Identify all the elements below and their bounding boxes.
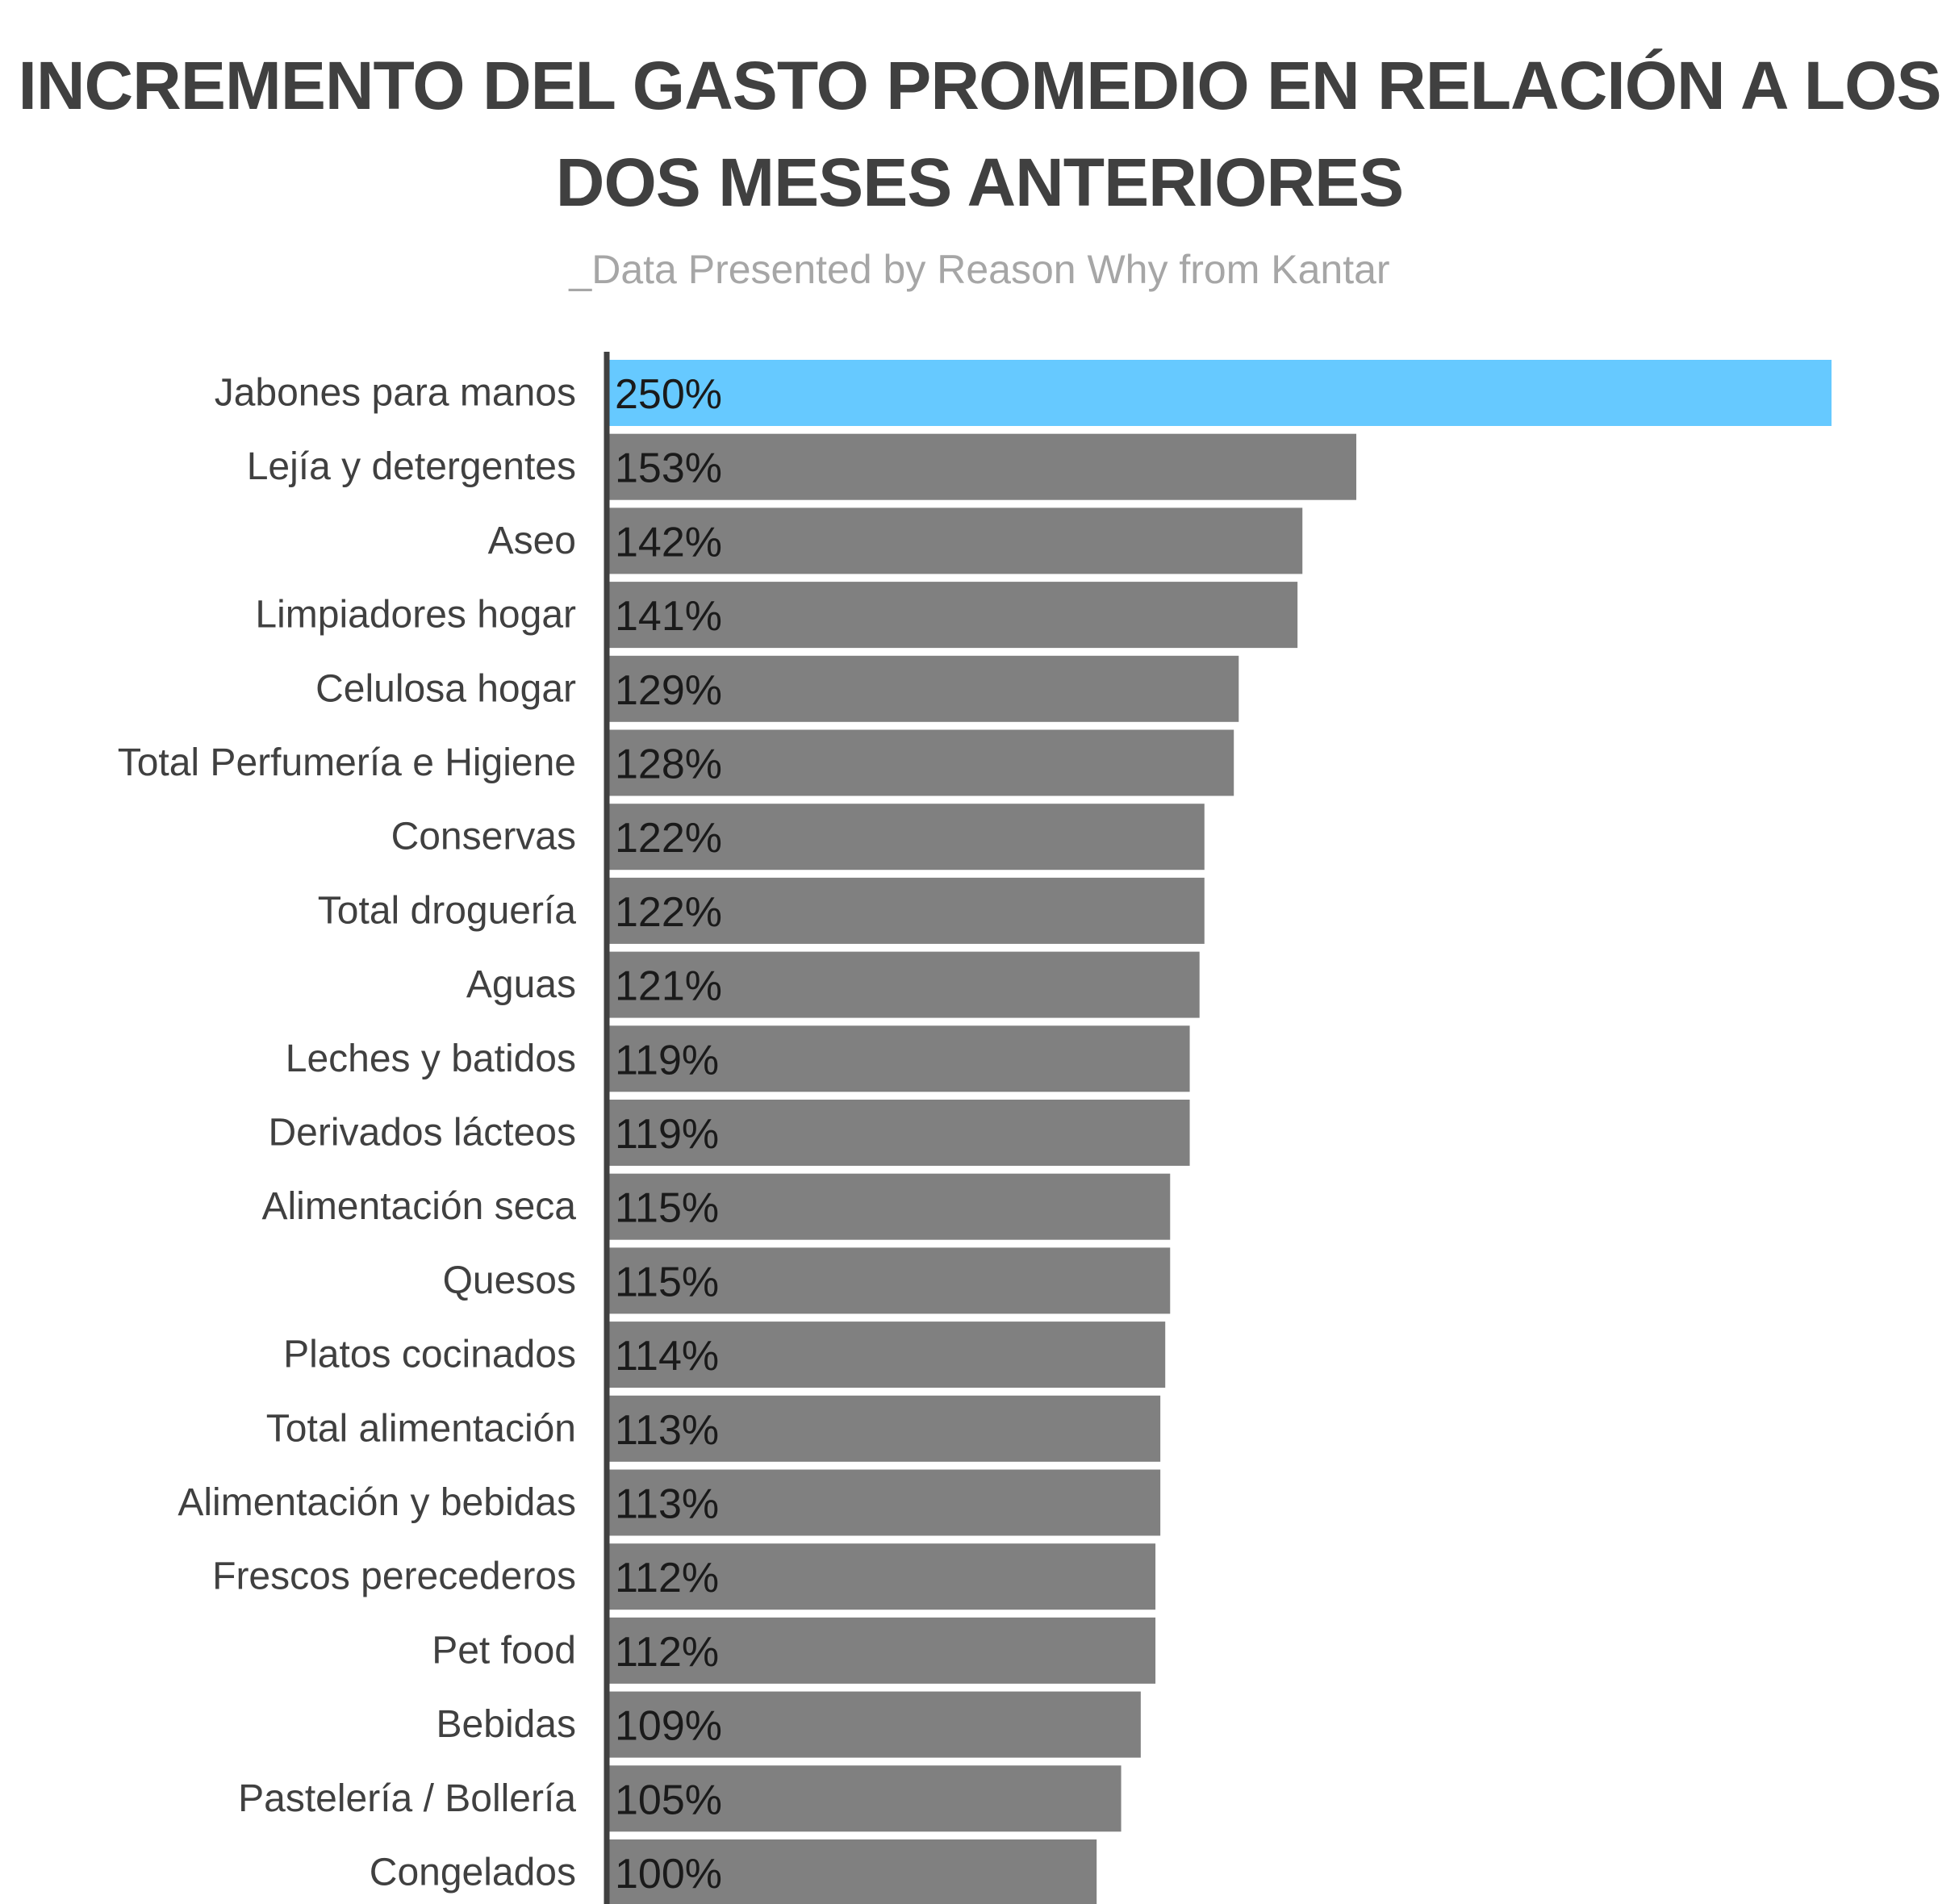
value-label-3: 141% bbox=[615, 593, 722, 640]
category-label-8: Aguas bbox=[466, 963, 576, 1006]
value-label-15: 113% bbox=[615, 1481, 719, 1528]
category-label-12: Quesos bbox=[443, 1259, 576, 1302]
bar-7 bbox=[607, 877, 1205, 944]
bar-2 bbox=[607, 507, 1303, 574]
bar-8 bbox=[607, 951, 1200, 1018]
category-labels-group: Jabones para manos Lejía y detergentes Ase… bbox=[118, 372, 577, 1894]
value-label-20: 100% bbox=[615, 1851, 722, 1898]
bar-4 bbox=[607, 655, 1239, 722]
bar-12 bbox=[607, 1247, 1171, 1314]
value-label-10: 119% bbox=[615, 1111, 719, 1158]
category-label-13: Platos cocinados bbox=[283, 1334, 576, 1376]
value-label-13: 114% bbox=[615, 1333, 719, 1380]
bar-9 bbox=[607, 1025, 1190, 1092]
category-label-0: Jabones para manos bbox=[215, 372, 576, 415]
value-label-4: 129% bbox=[615, 667, 722, 714]
bar-1 bbox=[607, 433, 1357, 500]
category-label-5: Total Perfumería e Higiene bbox=[118, 741, 576, 784]
bar-13 bbox=[607, 1322, 1166, 1388]
category-label-19: Pastelería / Bollería bbox=[238, 1777, 576, 1820]
bar-20 bbox=[607, 1839, 1097, 1904]
value-label-14: 113% bbox=[615, 1407, 719, 1454]
value-label-5: 128% bbox=[615, 741, 722, 788]
category-label-9: Leches y batidos bbox=[286, 1038, 576, 1080]
chart-title-line-1: INCREMENTO DEL GASTO PROMEDIO EN RELACIÓ… bbox=[18, 48, 1942, 123]
category-label-6: Conservas bbox=[391, 816, 576, 858]
category-label-15: Alimentación y bebidas bbox=[178, 1481, 576, 1524]
bar-19 bbox=[607, 1765, 1122, 1832]
value-label-12: 115% bbox=[615, 1259, 719, 1305]
category-label-20: Congelados bbox=[370, 1852, 576, 1894]
value-label-1: 153% bbox=[615, 445, 722, 492]
category-label-17: Pet food bbox=[432, 1629, 576, 1672]
value-label-7: 122% bbox=[615, 889, 722, 936]
bar-10 bbox=[607, 1100, 1190, 1166]
bar-18 bbox=[607, 1691, 1141, 1758]
bar-17 bbox=[607, 1617, 1156, 1684]
bar-15 bbox=[607, 1469, 1161, 1536]
category-label-14: Total alimentación bbox=[266, 1407, 576, 1450]
bar-11 bbox=[607, 1173, 1171, 1240]
category-label-3: Limpiadores hogar bbox=[255, 594, 576, 637]
value-labels-group: 250% 153% 142% 141% 129% 128% 122% 122% 121% 119%… bbox=[615, 371, 722, 1898]
bars-group bbox=[607, 360, 1832, 1904]
value-label-2: 142% bbox=[615, 519, 722, 566]
category-label-1: Lejía y detergentes bbox=[247, 445, 576, 488]
bar-3 bbox=[607, 582, 1298, 649]
value-label-8: 121% bbox=[615, 963, 722, 1010]
chart-subtitle: _Data Presented by Reason Why from Kanta… bbox=[569, 247, 1390, 292]
bar-14 bbox=[607, 1395, 1161, 1462]
category-label-10: Derivados lácteos bbox=[268, 1112, 576, 1155]
value-label-16: 112% bbox=[615, 1555, 719, 1601]
value-label-19: 105% bbox=[615, 1777, 722, 1823]
category-label-18: Bebidas bbox=[436, 1703, 576, 1746]
category-label-16: Frescos perecederos bbox=[212, 1555, 576, 1598]
category-label-4: Celulosa hogar bbox=[315, 667, 576, 710]
value-label-9: 119% bbox=[615, 1037, 719, 1084]
value-label-17: 112% bbox=[615, 1629, 719, 1676]
category-label-2: Aseo bbox=[488, 520, 576, 562]
category-label-11: Alimentación seca bbox=[261, 1185, 576, 1228]
value-label-0: 250% bbox=[615, 371, 722, 418]
bar-6 bbox=[607, 804, 1205, 871]
category-label-7: Total droguería bbox=[318, 889, 577, 932]
value-label-18: 109% bbox=[615, 1703, 722, 1750]
value-label-11: 115% bbox=[615, 1185, 719, 1232]
bar-16 bbox=[607, 1543, 1156, 1610]
bar-5 bbox=[607, 729, 1234, 796]
bar-0 bbox=[607, 360, 1832, 426]
value-label-6: 122% bbox=[615, 815, 722, 862]
chart-title-line-2: DOS MESES ANTERIORES bbox=[555, 144, 1404, 220]
